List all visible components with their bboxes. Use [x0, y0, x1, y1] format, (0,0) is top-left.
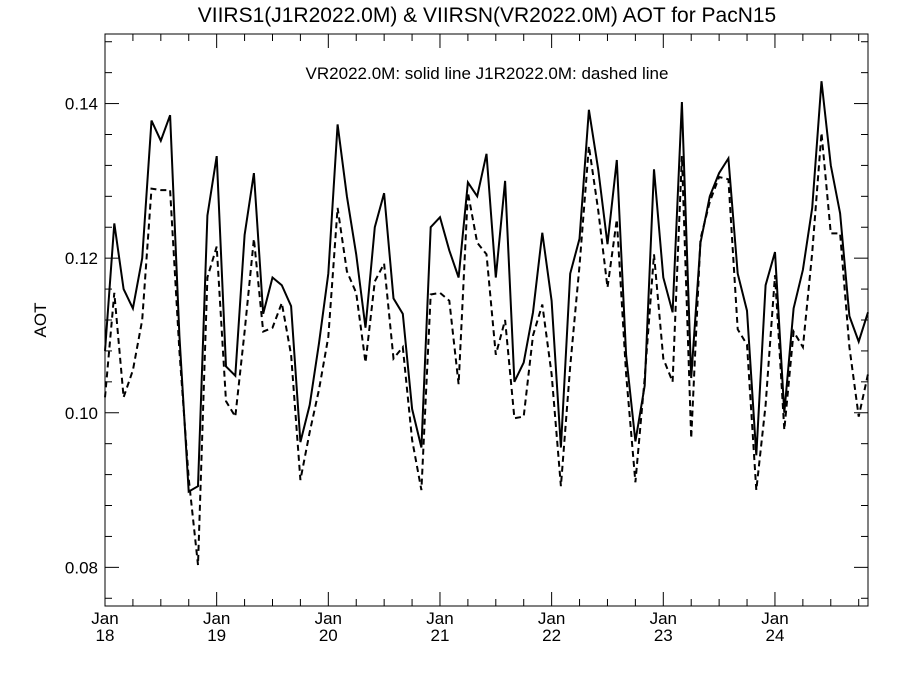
- line-style-annotation: VR2022.0M: solid line J1R2022.0M: dashed…: [306, 64, 669, 83]
- y-tick-label: 0.10: [65, 404, 98, 423]
- x-tick-label-month: Jan: [91, 609, 118, 628]
- x-tick-label-year: 22: [542, 626, 561, 645]
- x-tick-label-year: 23: [654, 626, 673, 645]
- x-tick-label-month: Jan: [315, 609, 342, 628]
- x-tick-label-year: 24: [765, 626, 784, 645]
- x-tick-label-year: 21: [431, 626, 450, 645]
- x-tick-label-year: 20: [319, 626, 338, 645]
- series-lines: [104, 81, 869, 566]
- x-tick-label-month: Jan: [203, 609, 230, 628]
- x-tick-label-month: Jan: [538, 609, 565, 628]
- y-tick-label: 0.08: [65, 558, 98, 577]
- x-tick-label-year: 19: [207, 626, 226, 645]
- x-tick-label-month: Jan: [761, 609, 788, 628]
- series-line-solid: [104, 81, 869, 494]
- y-axis-label: AOT: [31, 303, 50, 338]
- x-tick-label-month: Jan: [426, 609, 453, 628]
- y-tick-label: 0.14: [65, 95, 98, 114]
- series-line-dashed: [104, 132, 869, 566]
- x-tick-label-year: 18: [96, 626, 115, 645]
- axis-ticks: 0.080.100.120.14Jan18Jan19Jan20Jan21Jan2…: [65, 34, 868, 645]
- chart-title: VIIRS1(J1R2022.0M) & VIIRSN(VR2022.0M) A…: [198, 4, 777, 27]
- x-tick-label-month: Jan: [650, 609, 677, 628]
- plot-frame: [104, 33, 869, 607]
- y-tick-label: 0.12: [65, 249, 98, 268]
